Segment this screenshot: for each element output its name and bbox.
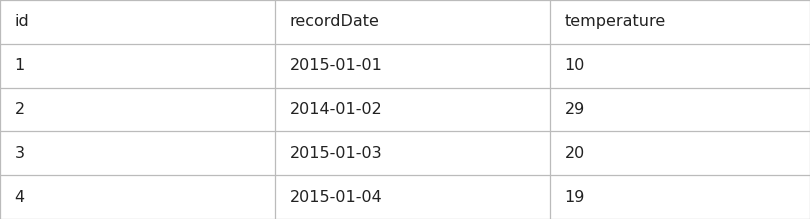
Text: 2014-01-02: 2014-01-02 — [290, 102, 382, 117]
Text: recordDate: recordDate — [290, 14, 379, 29]
Text: 10: 10 — [565, 58, 585, 73]
Text: 2015-01-04: 2015-01-04 — [290, 190, 382, 205]
Text: 29: 29 — [565, 102, 585, 117]
Text: 2: 2 — [15, 102, 24, 117]
Text: 3: 3 — [15, 146, 24, 161]
Text: 20: 20 — [565, 146, 585, 161]
Text: 4: 4 — [15, 190, 24, 205]
Text: 2015-01-01: 2015-01-01 — [290, 58, 382, 73]
Text: 19: 19 — [565, 190, 585, 205]
Text: 2015-01-03: 2015-01-03 — [290, 146, 382, 161]
Text: id: id — [15, 14, 29, 29]
Text: temperature: temperature — [565, 14, 666, 29]
Text: 1: 1 — [15, 58, 25, 73]
